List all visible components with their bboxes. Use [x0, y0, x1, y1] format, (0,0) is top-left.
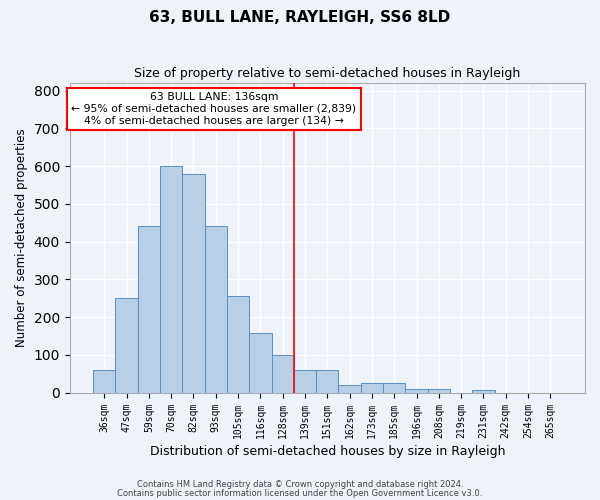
X-axis label: Distribution of semi-detached houses by size in Rayleigh: Distribution of semi-detached houses by … — [149, 444, 505, 458]
Bar — [205, 226, 227, 392]
Y-axis label: Number of semi-detached properties: Number of semi-detached properties — [15, 128, 28, 347]
Bar — [338, 385, 361, 392]
Text: 63, BULL LANE, RAYLEIGH, SS6 8LD: 63, BULL LANE, RAYLEIGH, SS6 8LD — [149, 10, 451, 25]
Bar — [406, 389, 428, 392]
Text: Contains HM Land Registry data © Crown copyright and database right 2024.: Contains HM Land Registry data © Crown c… — [137, 480, 463, 489]
Text: 63 BULL LANE: 136sqm
← 95% of semi-detached houses are smaller (2,839)
4% of sem: 63 BULL LANE: 136sqm ← 95% of semi-detac… — [71, 92, 356, 126]
Bar — [383, 383, 406, 392]
Bar — [160, 166, 182, 392]
Bar — [182, 174, 205, 392]
Bar — [294, 370, 316, 392]
Bar — [227, 296, 249, 392]
Bar — [472, 390, 494, 392]
Title: Size of property relative to semi-detached houses in Rayleigh: Size of property relative to semi-detach… — [134, 68, 520, 80]
Bar — [361, 383, 383, 392]
Text: Contains public sector information licensed under the Open Government Licence v3: Contains public sector information licen… — [118, 488, 482, 498]
Bar — [249, 333, 272, 392]
Bar — [93, 370, 115, 392]
Bar — [115, 298, 137, 392]
Bar — [428, 389, 450, 392]
Bar — [137, 226, 160, 392]
Bar — [272, 355, 294, 393]
Bar — [316, 370, 338, 392]
